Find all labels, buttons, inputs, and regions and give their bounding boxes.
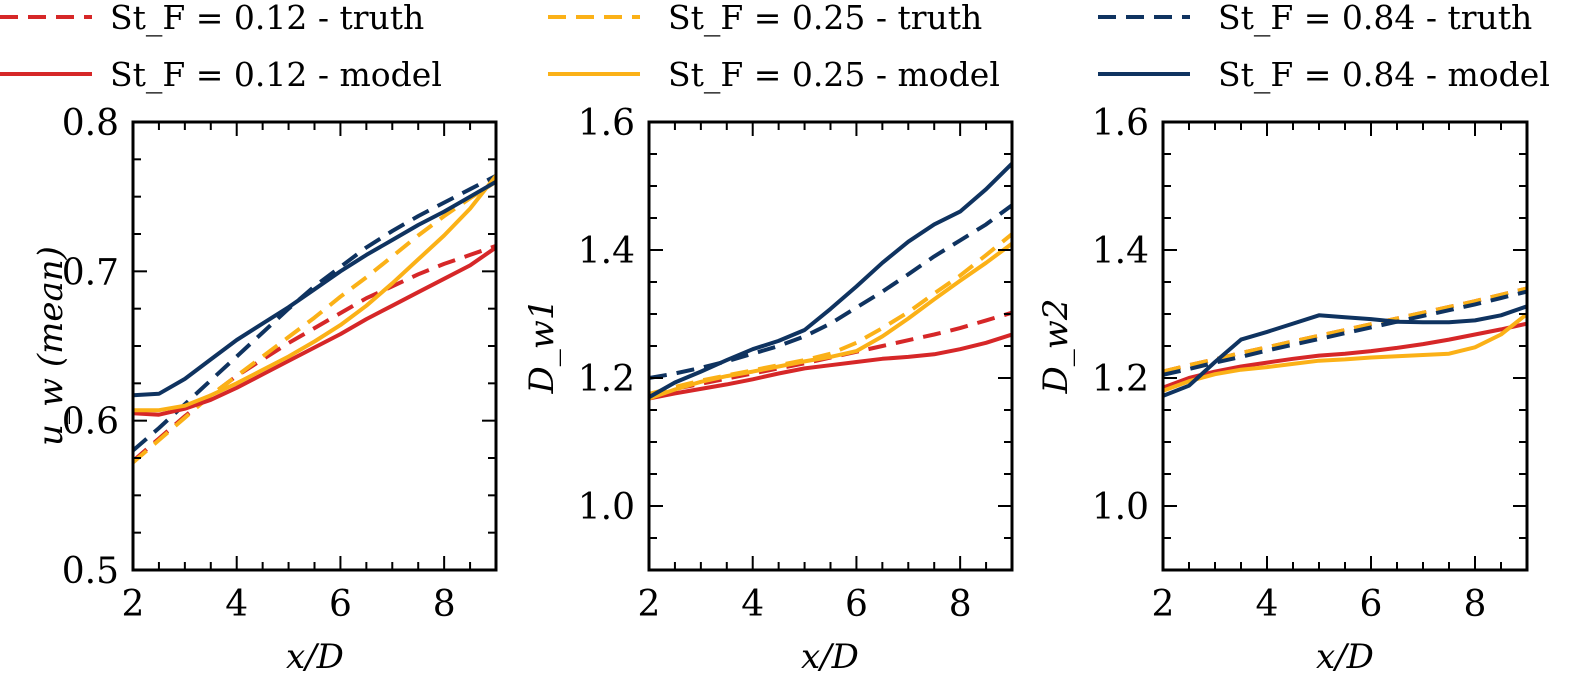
x-tick-label: 8 [949, 584, 972, 625]
x-tick-label: 4 [1256, 584, 1279, 625]
series-line-st084-model [1163, 304, 1527, 398]
series-line-st084-truth [1163, 289, 1527, 377]
y-tick-label: 0.7 [62, 252, 119, 293]
y-tick-label: 1.4 [1092, 231, 1149, 272]
series-line-st025-model [649, 241, 1012, 401]
legend-label: St_F = 0.12 - model [110, 55, 442, 95]
x-tick-label: 2 [1152, 584, 1175, 625]
y-tick-label: 1.2 [1092, 359, 1149, 400]
x-tick-label: 4 [741, 584, 764, 625]
series-line-st012-model [133, 245, 496, 417]
series-line-st025-model [1163, 312, 1527, 393]
chart-panel-dw1: 2 4 6 8 1.0 1.2 1.4 1.6 x/D D_w1 [522, 103, 1014, 677]
legend-entry: St_F = 0.84 - truth [1098, 0, 1532, 38]
axes-frame [131, 120, 498, 572]
series-line-st084-model [649, 162, 1012, 399]
legend-label: St_F = 0.12 - truth [110, 0, 424, 38]
series-group [1163, 286, 1527, 398]
x-tick-label: 8 [433, 584, 456, 625]
legend-label: St_F = 0.25 - truth [668, 0, 982, 38]
x-axis-label: x/D [801, 637, 859, 677]
y-tick-label: 0.5 [62, 551, 119, 592]
series-group [649, 162, 1012, 401]
series-group [133, 174, 496, 465]
x-axis-label: x/D [286, 637, 344, 677]
series-line-st025-truth [133, 180, 496, 465]
x-tick-label: 4 [225, 584, 248, 625]
y-tick-label: 1.6 [1092, 103, 1149, 144]
x-tick-label: 2 [122, 584, 145, 625]
y-tick-label: 1.6 [578, 103, 635, 144]
legend-label: St_F = 0.84 - truth [1218, 0, 1532, 38]
y-tick-label: 1.4 [578, 231, 635, 272]
x-tick-label: 6 [1360, 584, 1383, 625]
y-axis-label: D_w2 [1036, 299, 1076, 395]
legend-entry: St_F = 0.25 - model [548, 55, 1000, 95]
series-line-st012-model [649, 332, 1012, 401]
x-tick-label: 2 [638, 584, 661, 625]
series-line-st025-truth [1163, 286, 1527, 374]
y-tick-label: 0.8 [62, 103, 119, 144]
x-tick-label: 8 [1464, 584, 1487, 625]
series-line-st084-model [133, 179, 496, 398]
x-tick-label: 6 [329, 584, 352, 625]
legend-entry: St_F = 0.25 - truth [548, 0, 982, 38]
y-tick-label: 0.6 [62, 402, 119, 443]
legend-label: St_F = 0.25 - model [668, 55, 1000, 95]
legend-entry: St_F = 0.12 - model [0, 55, 442, 95]
axes-frame [1161, 120, 1529, 572]
series-line-st012-model [1163, 321, 1527, 390]
legend-entry: St_F = 0.12 - truth [0, 0, 424, 38]
x-tick-label: 6 [845, 584, 868, 625]
legend-label: St_F = 0.84 - model [1218, 55, 1550, 95]
y-tick-label: 1.0 [578, 487, 635, 528]
chart-panel-dw2: 2 4 6 8 1.0 1.2 1.4 1.6 x/D D_w2 [1036, 103, 1529, 677]
y-axis-label: D_w1 [522, 299, 562, 395]
y-axis-label: u_w (mean) [31, 246, 71, 446]
y-tick-label: 1.2 [578, 359, 635, 400]
axes-frame [647, 120, 1014, 572]
chart-panels: 2 4 6 8 0.5 0.6 0.7 0.8 x/D u_w (mean) 2 4 6 8 1.0 1.2 1… [31, 103, 1529, 677]
x-axis-label: x/D [1316, 637, 1374, 677]
series-line-st084-truth [649, 203, 1012, 380]
chart-panel-uw: 2 4 6 8 0.5 0.6 0.7 0.8 x/D u_w (mean) [31, 103, 498, 677]
series-line-st025-model [133, 174, 496, 413]
y-tick-label: 1.0 [1092, 487, 1149, 528]
series-line-st012-truth [133, 244, 496, 463]
legend: St_F = 0.12 - truth St_F = 0.25 - truth … [0, 0, 1550, 95]
legend-entry: St_F = 0.84 - model [1098, 55, 1550, 95]
